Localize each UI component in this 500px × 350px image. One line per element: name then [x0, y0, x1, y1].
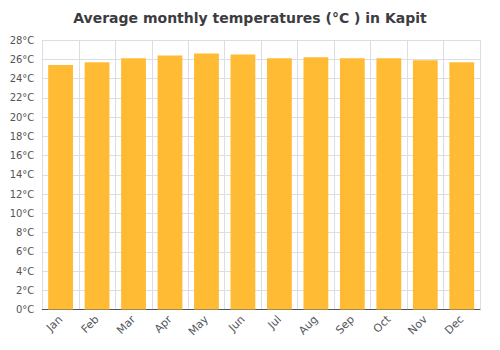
svg-text:24°C: 24°C: [10, 73, 35, 84]
svg-text:16°C: 16°C: [10, 150, 35, 161]
svg-text:Sep: Sep: [333, 313, 357, 337]
svg-text:Dec: Dec: [442, 313, 466, 337]
svg-text:20°C: 20°C: [10, 112, 35, 123]
svg-text:Jul: Jul: [265, 313, 284, 332]
svg-text:14°C: 14°C: [10, 169, 35, 180]
svg-text:18°C: 18°C: [10, 131, 35, 142]
svg-text:Aug: Aug: [296, 313, 320, 337]
svg-text:2°C: 2°C: [16, 285, 34, 296]
svg-text:28°C: 28°C: [10, 35, 35, 46]
svg-text:8°C: 8°C: [16, 227, 34, 238]
svg-text:Oct: Oct: [371, 312, 394, 335]
svg-text:Nov: Nov: [406, 313, 431, 338]
svg-text:0°C: 0°C: [16, 304, 34, 315]
svg-text:Jun: Jun: [225, 313, 247, 335]
svg-text:4°C: 4°C: [16, 266, 34, 277]
svg-text:Mar: Mar: [114, 313, 138, 337]
svg-text:Jan: Jan: [43, 313, 65, 335]
svg-text:Average monthly temperatures (: Average monthly temperatures (°C ) in Ka…: [73, 10, 427, 26]
svg-text:Feb: Feb: [79, 313, 102, 336]
svg-text:10°C: 10°C: [10, 208, 35, 219]
svg-text:6°C: 6°C: [16, 246, 34, 257]
svg-text:Apr: Apr: [152, 313, 175, 336]
svg-text:26°C: 26°C: [10, 54, 35, 65]
svg-text:22°C: 22°C: [10, 92, 35, 103]
svg-text:May: May: [186, 313, 212, 339]
svg-text:12°C: 12°C: [10, 189, 35, 200]
